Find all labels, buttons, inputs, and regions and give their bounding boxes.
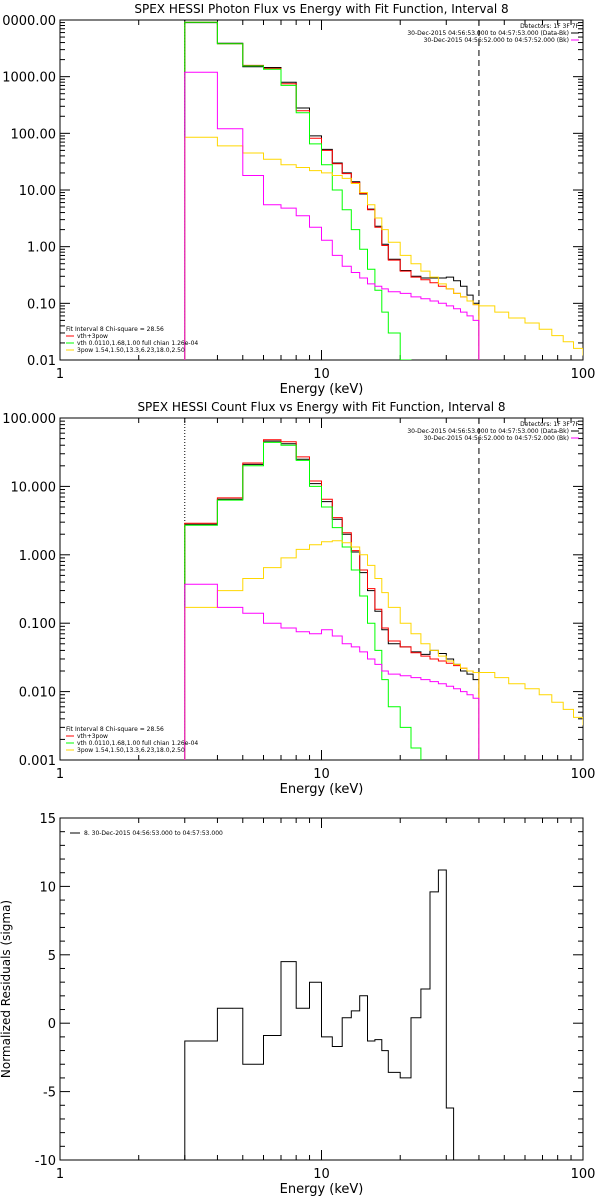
y-tick-label: -10	[35, 1154, 56, 1169]
legend-fit-text: vth 0.0110,1.68,1.00 full chian 1.26e-04	[77, 340, 198, 347]
legend-fit-header: Fit Interval 8 Chi-square = 28.56	[66, 726, 164, 733]
series-2-line	[184, 21, 480, 360]
x-axis-label: Energy (keV)	[280, 382, 364, 397]
series-0-line	[184, 440, 480, 760]
y-tick-label: 100.00	[11, 127, 57, 142]
panel-count_flux: SPEX HESSI Count Flux vs Energy with Fit…	[2, 400, 595, 797]
x-tick-label: 1	[56, 767, 64, 782]
y-tick-label: 0.100	[19, 617, 56, 632]
y-tick-label: 10.000	[11, 480, 57, 495]
legend-interval-text: 30-Dec-2015 04:56:53.000 to 04:57:53.000…	[407, 428, 569, 435]
y-tick-label: 5	[48, 949, 56, 964]
plot-frame	[59, 417, 584, 761]
y-tick-label: 1.00	[27, 241, 56, 256]
legend-fit-text: 3pow 1.54,1.50,13.3,6.23,18.0,2.50	[77, 347, 185, 354]
legend-interval-text: 30-Dec-2015 04:56:52.000 to 04:57:52.000…	[424, 435, 569, 442]
y-tick-label: 0.10	[27, 297, 56, 312]
chart-title: SPEX HESSI Count Flux vs Energy with Fit…	[137, 400, 505, 414]
legend-interval-text: 30-Dec-2015 04:56:53.000 to 04:57:53.000…	[407, 30, 569, 37]
series-1-line	[184, 439, 480, 760]
x-tick-label: 10	[313, 1167, 330, 1182]
series-4-line	[184, 71, 480, 360]
x-tick-label: 10	[313, 767, 330, 782]
x-tick-label: 100	[571, 1167, 596, 1182]
series-3-line	[184, 136, 480, 360]
y-tick-label: 10	[39, 880, 56, 895]
x-tick-label: 100	[571, 767, 596, 782]
y-tick-label: 0.01	[27, 354, 56, 369]
data-area	[184, 418, 583, 760]
chart-title: SPEX HESSI Photon Flux vs Energy with Fi…	[134, 2, 508, 16]
x-axis-label: Energy (keV)	[280, 1182, 364, 1197]
legend-fit-text: vth 0.0110,1.68,1.00 full chian 1.26e-04	[77, 740, 198, 747]
legend-residual-text: 8. 30-Dec-2015 04:56:53.000 to 04:57:53.…	[84, 830, 223, 837]
y-tick-label: -5	[43, 1086, 56, 1101]
series-1-line	[184, 21, 480, 360]
series-2-line	[184, 441, 480, 760]
legend-fit-header: Fit Interval 8 Chi-square = 28.56	[66, 326, 164, 333]
series-3-line	[184, 540, 480, 760]
y-tick-label: 0	[48, 1017, 56, 1032]
x-tick-label: 1	[56, 1167, 64, 1182]
series-4-line	[184, 583, 480, 760]
x-tick-label: 1	[56, 367, 64, 382]
y-tick-label: 0000.00	[2, 14, 56, 29]
y-tick-label: 1.000	[19, 549, 56, 564]
legend-fit-text: vth+3pow	[77, 733, 108, 740]
x-tick-label: 100	[571, 367, 596, 382]
series-3-tail-line	[478, 305, 583, 356]
data-area	[184, 20, 583, 360]
y-tick-label: 1000.00	[2, 71, 56, 86]
x-tick-label: 10	[313, 367, 330, 382]
y-tick-label: 10.00	[19, 184, 56, 199]
series-0-line	[184, 869, 479, 1160]
y-tick-label: 0.001	[19, 754, 56, 769]
data-area	[184, 869, 479, 1160]
series-0-line	[184, 22, 480, 360]
plot-frame	[59, 19, 584, 361]
series-3-tail-line	[478, 672, 583, 726]
y-tick-label: 0.010	[19, 686, 56, 701]
panel-residuals: 1 10 100 Energy (keV) -10 -5 0 5 10 15 Normalized …	[0, 812, 595, 1197]
legend-interval-text: 30-Dec-2015 04:56:52.000 to 04:57:52.000…	[424, 37, 569, 44]
y-tick-label: 100.000	[2, 412, 56, 427]
legend-fit-text: 3pow 1.54,1.50,13.3,6.23,18.0,2.50	[77, 747, 185, 754]
panel-photon_flux: SPEX HESSI Photon Flux vs Energy with Fi…	[2, 2, 595, 397]
y-tick-label: 15	[39, 812, 56, 827]
y-axis-label: Normalized Residuals (sigma)	[0, 900, 13, 1078]
legend-fit-text: vth+3pow	[77, 333, 108, 340]
legend-detectors-text: Detectors: 1F 3F 7F	[520, 23, 579, 30]
legend-detectors-text: Detectors: 1F 3F 7F	[520, 421, 579, 428]
x-axis-label: Energy (keV)	[280, 782, 364, 797]
